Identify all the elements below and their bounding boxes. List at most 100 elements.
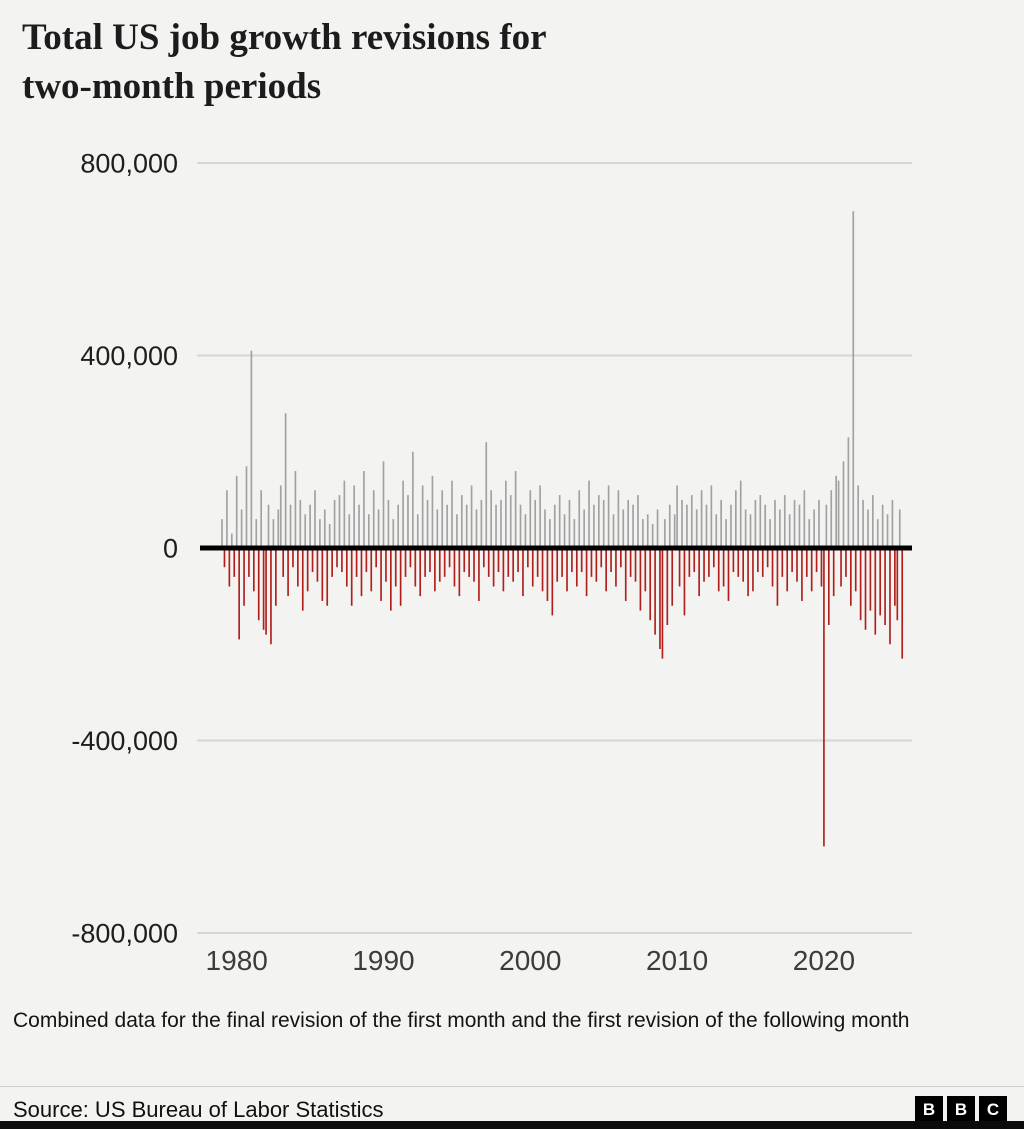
bar	[321, 548, 324, 601]
bar	[372, 490, 375, 548]
bar	[710, 485, 713, 548]
bar	[668, 504, 671, 548]
bar	[355, 548, 358, 577]
bar	[659, 548, 661, 650]
bar	[583, 509, 585, 548]
bar	[818, 499, 820, 549]
bar	[348, 514, 351, 548]
bar	[407, 495, 409, 548]
bar	[367, 514, 370, 548]
bar	[370, 548, 373, 592]
bar	[742, 548, 744, 582]
bar	[766, 548, 769, 568]
bar	[722, 548, 725, 587]
bar	[243, 548, 245, 606]
bar	[260, 490, 262, 548]
bar	[255, 519, 258, 549]
x-tick-label: 1980	[206, 945, 268, 976]
bar	[377, 509, 380, 548]
bar	[779, 509, 781, 548]
bar	[798, 504, 801, 548]
chart-title-line2: two-month periods	[22, 65, 322, 107]
bar	[568, 499, 571, 549]
bbc-logo-letter: B	[947, 1096, 975, 1124]
bar	[705, 504, 708, 548]
bar	[876, 519, 879, 549]
bar	[874, 548, 877, 635]
bar	[695, 509, 698, 548]
bar	[830, 490, 833, 548]
bar	[478, 548, 480, 601]
bar	[810, 548, 813, 592]
bar	[228, 548, 231, 587]
bar	[661, 548, 664, 659]
bar	[837, 480, 840, 549]
bar	[664, 519, 666, 549]
bar	[546, 548, 549, 601]
bar	[578, 490, 581, 548]
bar	[808, 519, 811, 549]
bar	[524, 514, 527, 548]
x-tick-label: 2010	[646, 945, 708, 976]
bar	[482, 548, 485, 568]
bar	[825, 504, 828, 548]
bar	[426, 499, 429, 549]
bar	[600, 548, 603, 568]
bar	[490, 490, 492, 548]
bar	[416, 514, 419, 548]
bar	[316, 548, 319, 582]
y-tick-label: -800,000	[71, 918, 178, 948]
bar	[267, 504, 270, 548]
bar	[615, 548, 617, 587]
bar	[240, 509, 243, 548]
bar	[854, 548, 857, 592]
bottom-bar	[0, 1121, 1024, 1129]
bar	[747, 548, 749, 597]
bar	[627, 499, 630, 549]
bar	[563, 514, 566, 548]
bar	[392, 519, 395, 549]
bar	[881, 504, 884, 548]
bar	[700, 490, 703, 548]
x-tick-label: 2000	[499, 945, 561, 976]
bbc-logo-letter: B	[915, 1096, 943, 1124]
bar	[852, 211, 855, 549]
bar	[823, 548, 825, 847]
bar	[441, 490, 444, 548]
bar	[820, 548, 823, 587]
bar	[487, 548, 490, 577]
bar	[292, 548, 294, 568]
bar	[698, 548, 700, 597]
bar	[769, 519, 771, 549]
bar	[495, 504, 497, 548]
bar	[786, 548, 789, 592]
bar	[561, 548, 563, 577]
bar	[429, 548, 431, 573]
bar	[375, 548, 377, 568]
bar	[827, 548, 830, 625]
bar	[294, 471, 297, 548]
bar	[235, 475, 238, 548]
bar	[644, 548, 647, 592]
bar	[456, 514, 458, 548]
bar	[245, 466, 248, 548]
bar	[815, 548, 818, 573]
bar	[412, 451, 414, 548]
bar	[380, 548, 382, 601]
bar	[502, 548, 505, 592]
bar	[693, 548, 696, 573]
bar	[451, 480, 453, 549]
bar	[617, 490, 620, 548]
bar	[771, 548, 774, 587]
bar	[646, 514, 649, 548]
bar	[688, 548, 691, 577]
bar	[409, 548, 412, 568]
bar	[304, 514, 307, 548]
bar	[541, 548, 544, 592]
bar	[387, 499, 390, 549]
bar	[390, 548, 392, 611]
bar	[879, 548, 882, 616]
bar	[585, 548, 588, 597]
bar	[250, 350, 253, 548]
bar	[319, 519, 321, 549]
